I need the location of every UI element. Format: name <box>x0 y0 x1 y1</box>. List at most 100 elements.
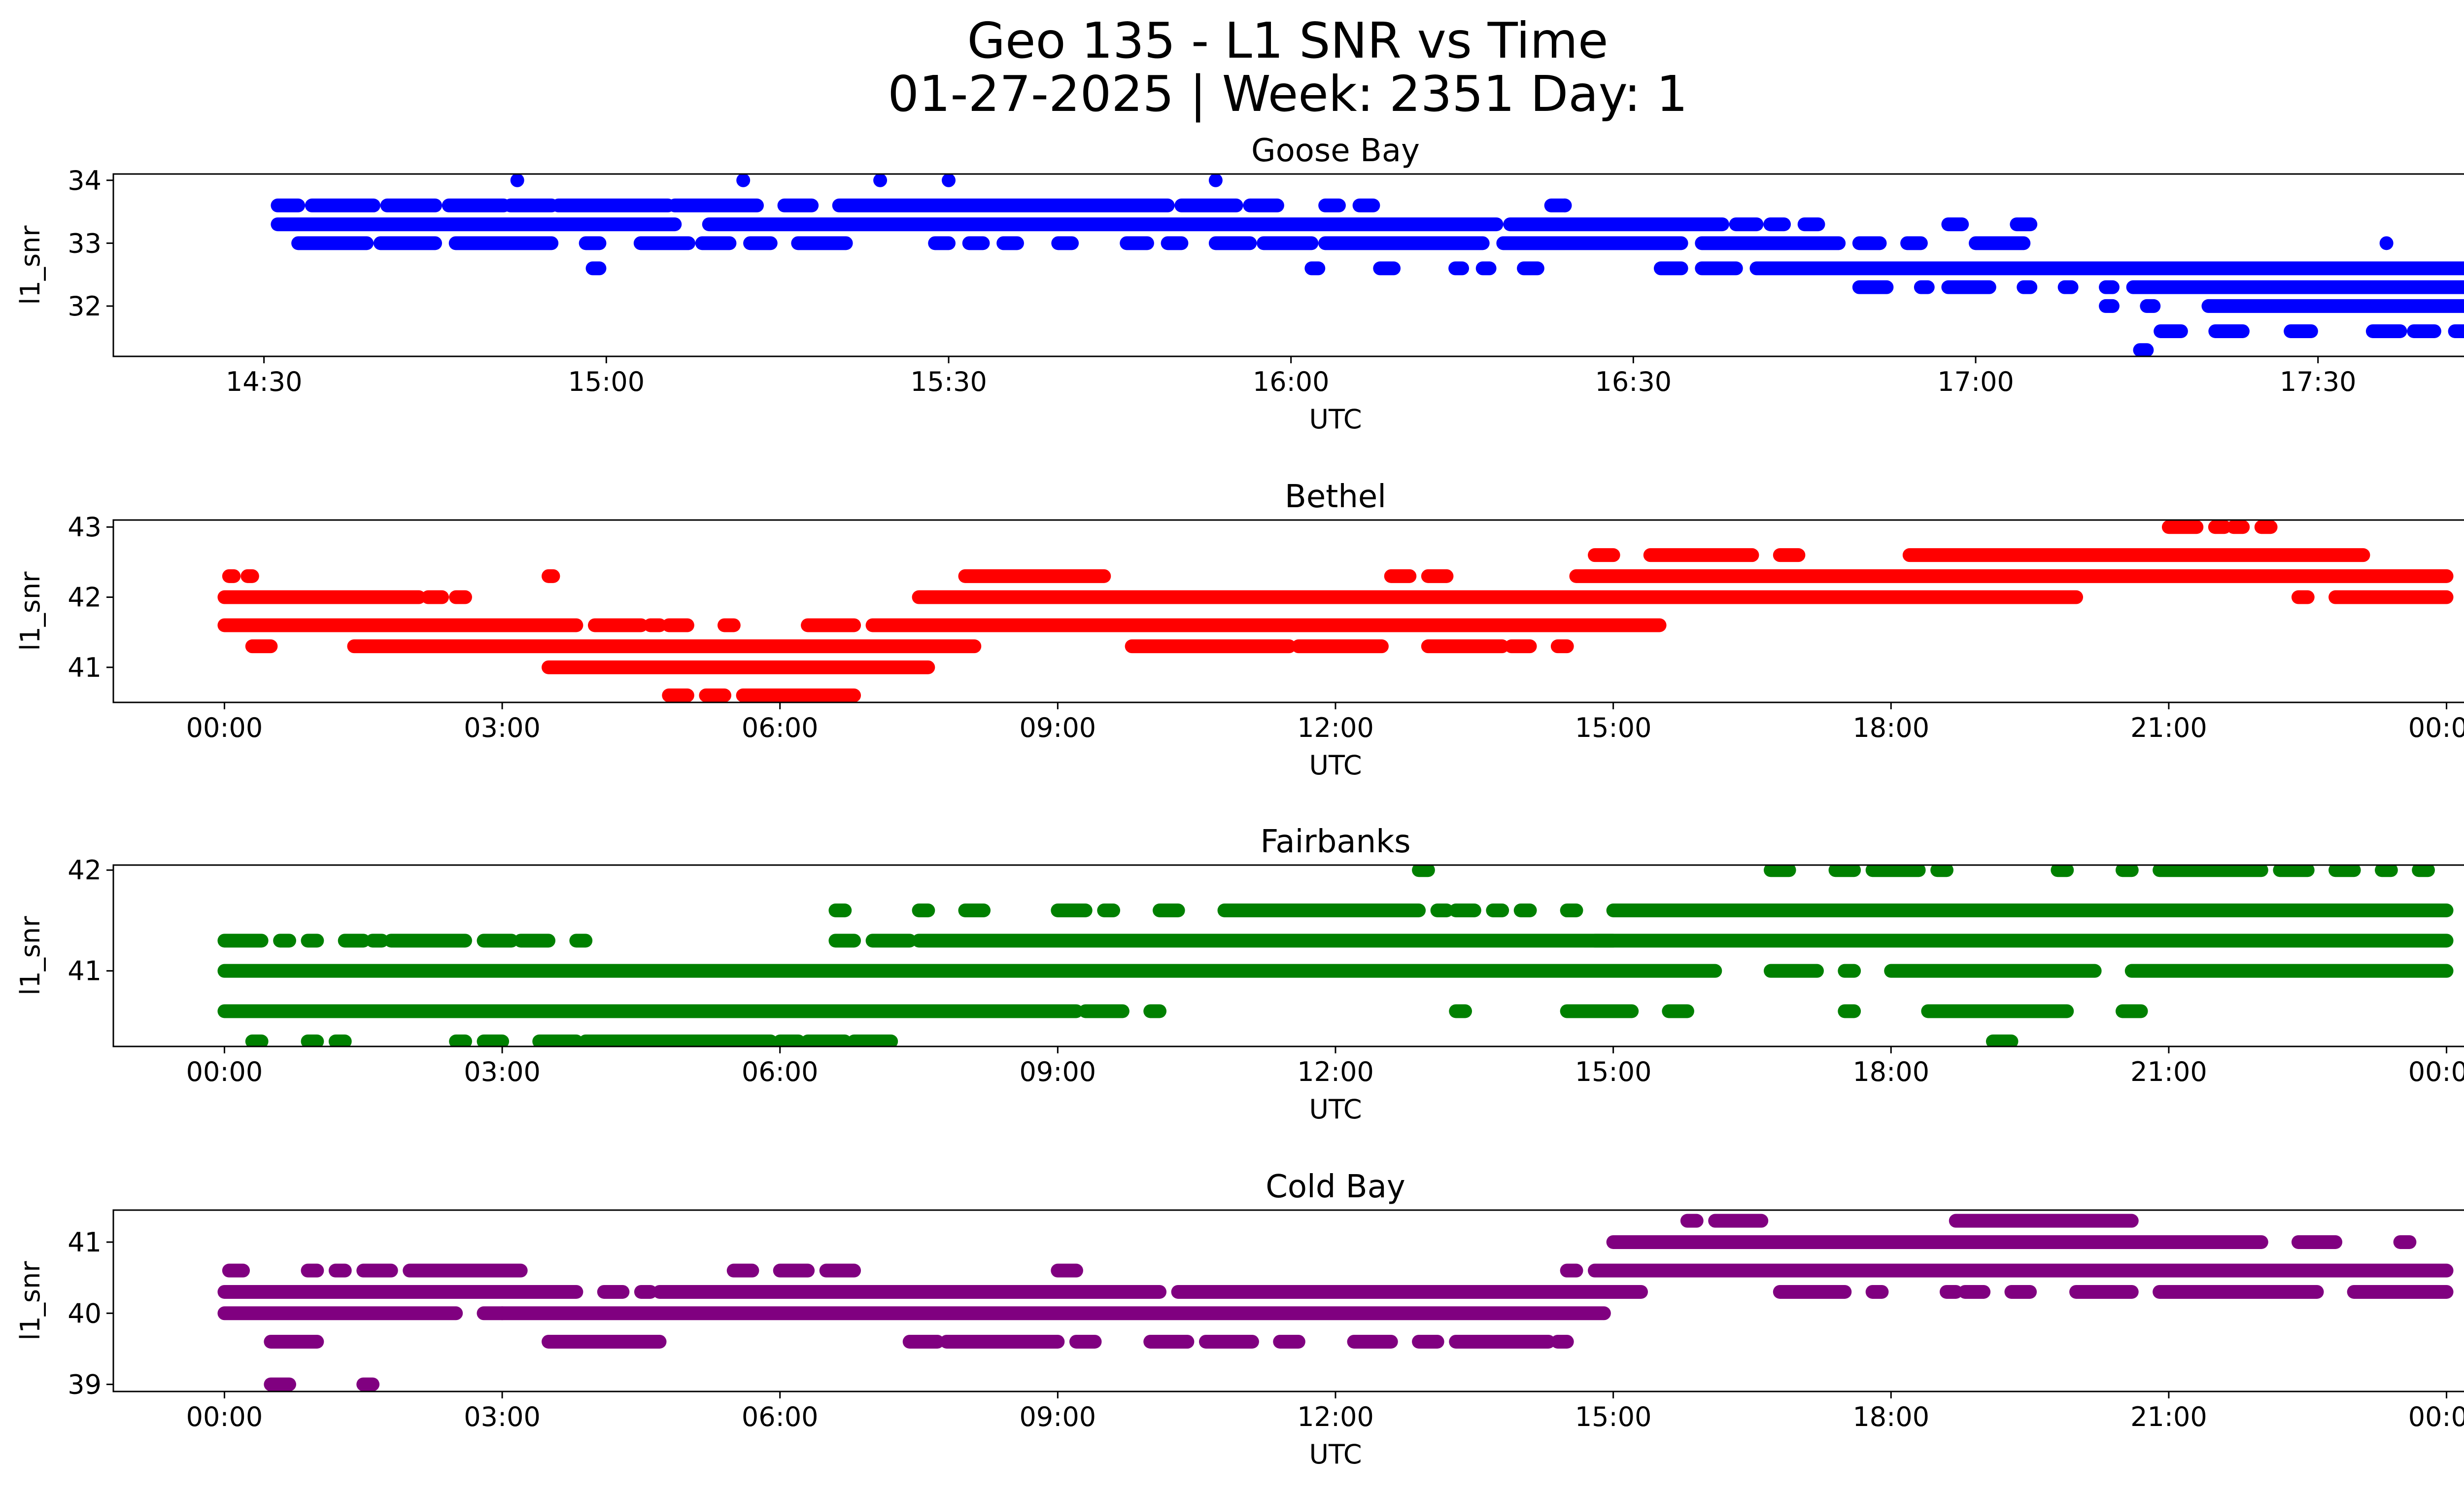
data-point-run <box>301 1263 324 1278</box>
data-point-run <box>449 590 472 604</box>
data-point-run <box>662 688 694 702</box>
data-point-run <box>912 904 935 917</box>
y-tick-label: 41 <box>68 1227 102 1258</box>
y-tick-label: 32 <box>68 291 102 322</box>
x-tick-label: 09:00 <box>1020 712 1096 743</box>
data-point-run <box>828 904 852 917</box>
x-tick-label: 03:00 <box>464 1401 541 1432</box>
data-point-run <box>652 1285 1167 1299</box>
data-point-run <box>2051 865 2074 877</box>
data-point-run <box>699 688 731 702</box>
data-point-run <box>912 590 2084 604</box>
data-point-run <box>1695 236 1846 250</box>
data-point-run <box>1606 1235 2268 1249</box>
data-point-run <box>1421 569 1454 583</box>
data-point-run <box>217 1004 1083 1018</box>
data-point-run <box>1120 236 1154 250</box>
data-point-run <box>1941 217 1969 232</box>
data-series <box>217 1214 2454 1391</box>
x-tick-label: 15:00 <box>1575 712 1652 743</box>
data-point-run <box>2393 1235 2417 1249</box>
data-point-run <box>1902 548 2370 562</box>
data-point-run <box>477 1034 510 1046</box>
data-point-run <box>301 1034 324 1046</box>
data-point-run <box>542 660 935 674</box>
x-tick-label: 12:00 <box>1297 712 1374 743</box>
data-point <box>1558 198 1572 212</box>
data-point-run <box>1504 639 1537 654</box>
data-point-run <box>222 1263 250 1278</box>
data-point-run <box>2115 865 2139 877</box>
y-tick-label: 42 <box>68 582 102 613</box>
data-point-run <box>328 1263 352 1278</box>
data-point-run <box>384 934 472 948</box>
data-point-run <box>1496 236 1688 250</box>
x-axis-label: UTC <box>1309 404 1362 435</box>
data-point-run <box>633 236 696 250</box>
data-point-run <box>1171 1285 1648 1299</box>
data-point-run <box>1852 236 1887 250</box>
x-tick-label: 00:00 <box>2408 1401 2464 1432</box>
data-point-run <box>801 618 861 632</box>
data-point-run <box>2208 324 2250 338</box>
x-tick-label: 18:00 <box>1852 712 1929 743</box>
data-point-run <box>271 198 306 212</box>
data-point-run <box>1828 865 1861 877</box>
data-point-run <box>1588 934 2454 948</box>
data-point-run <box>2069 1285 2139 1299</box>
data-point-run <box>2017 280 2038 294</box>
x-tick-label: 15:30 <box>910 366 987 397</box>
x-tick-label: 03:00 <box>464 1056 541 1087</box>
data-point-run <box>1985 1034 2019 1046</box>
data-point-run <box>1412 865 1435 877</box>
data-point-run <box>996 236 1024 250</box>
data-point-run <box>1797 217 1825 232</box>
data-point-run <box>1412 1334 1444 1349</box>
data-point-run <box>569 934 593 948</box>
y-tick-label: 42 <box>68 855 102 886</box>
data-point-run <box>449 1034 472 1046</box>
data-point-run <box>1318 198 1346 212</box>
data-point-run <box>726 1263 759 1278</box>
data-point-run <box>2273 865 2315 877</box>
data-point-run <box>421 590 449 604</box>
data-point-run <box>928 236 956 250</box>
data-point-run <box>222 569 241 583</box>
x-tick-label: 16:30 <box>1595 366 1672 397</box>
data-point-run <box>448 236 559 250</box>
data-point-run <box>777 198 819 212</box>
data-point-run <box>662 618 694 632</box>
data-point-run <box>1941 280 1996 294</box>
x-tick-label: 18:00 <box>1852 1056 1929 1087</box>
data-point-run <box>2153 865 2268 877</box>
data-point-run <box>1318 236 1490 250</box>
data-point-run <box>1198 1334 1259 1349</box>
data-point-run <box>1852 280 1894 294</box>
x-tick-label: 15:00 <box>568 366 645 397</box>
data-point-run <box>1921 1004 2074 1018</box>
data-point-run <box>1550 639 1574 654</box>
x-tick-label: 15:00 <box>1575 1056 1652 1087</box>
x-tick-label: 12:00 <box>1297 1056 1374 1087</box>
data-point-run <box>495 1306 1611 1321</box>
data-point-run <box>1914 280 1935 294</box>
data-point <box>873 174 888 187</box>
plot-frame <box>112 864 2464 1047</box>
x-tick-label: 14:30 <box>226 366 303 397</box>
data-point-run <box>1773 1285 1852 1299</box>
subplot-cold-bay: 00:00 03:00 06:00 09:00 12:00 15:00 18:00 21:00… <box>15 1169 2464 1470</box>
data-point-run <box>1764 865 1796 877</box>
data-point <box>942 174 956 187</box>
data-point-run <box>273 934 296 948</box>
data-point-run <box>1421 639 1509 654</box>
subplot-title: Bethel <box>1285 479 1386 515</box>
data-point-run <box>962 236 990 250</box>
x-tick-label: 00:00 <box>2408 1056 2464 1087</box>
data-point-run <box>634 1285 657 1299</box>
data-point-run <box>579 236 607 250</box>
x-tick-label: 09:00 <box>1020 1401 1096 1432</box>
y-axis-label: l1_snr <box>15 916 46 996</box>
data-point-run <box>585 261 607 276</box>
data-point-run <box>264 1334 324 1349</box>
data-point-run <box>1550 1334 1574 1349</box>
